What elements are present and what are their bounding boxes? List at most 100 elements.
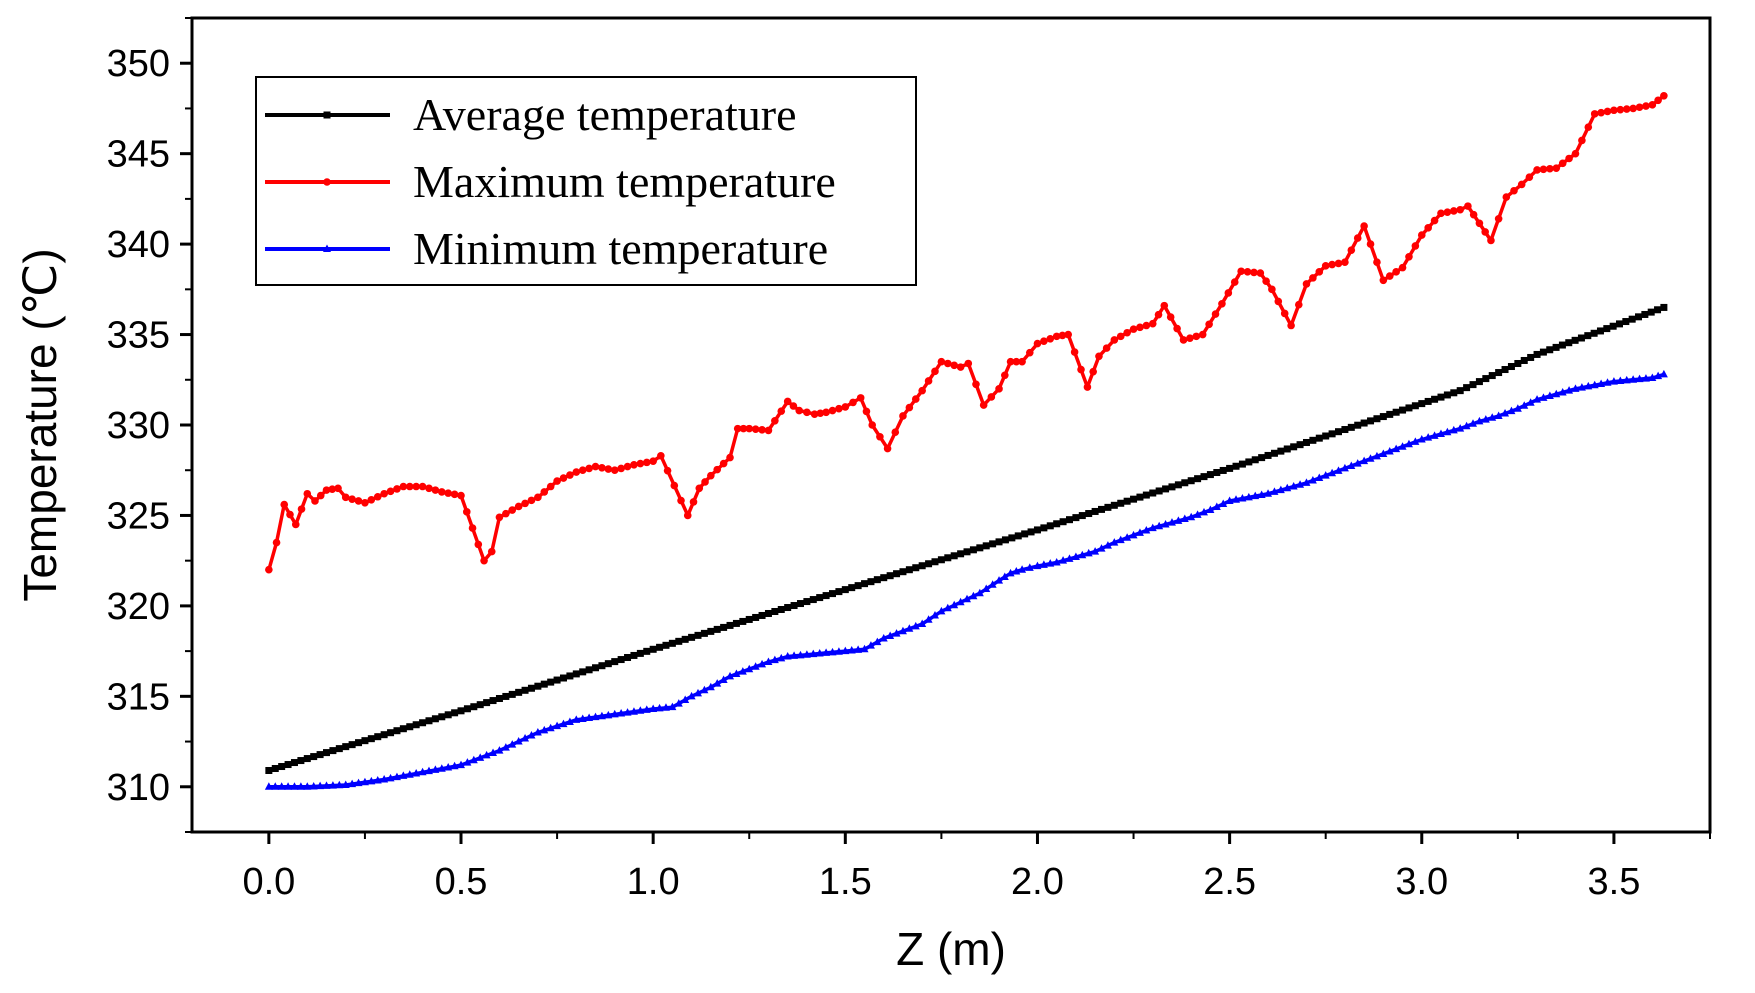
data-point xyxy=(405,482,414,491)
data-point xyxy=(809,596,817,604)
data-point xyxy=(431,765,440,773)
data-point xyxy=(431,486,440,494)
data-point xyxy=(297,505,306,513)
data-point xyxy=(1642,102,1650,110)
data-point xyxy=(963,594,972,603)
data-point xyxy=(431,715,439,723)
data-point xyxy=(483,699,491,707)
series-group xyxy=(264,91,1668,790)
data-point xyxy=(1494,214,1503,223)
data-point xyxy=(444,711,452,719)
data-point xyxy=(816,409,825,418)
data-point xyxy=(1545,391,1554,400)
data-point xyxy=(989,540,997,548)
data-point xyxy=(739,617,747,625)
data-point xyxy=(675,637,683,645)
data-point xyxy=(1488,413,1497,421)
data-point xyxy=(687,691,696,700)
data-point xyxy=(1366,454,1375,462)
data-point xyxy=(1635,374,1644,383)
data-point xyxy=(1149,489,1157,497)
data-point xyxy=(598,464,606,472)
data-point xyxy=(905,624,914,632)
data-point xyxy=(610,709,619,718)
data-point xyxy=(1360,222,1368,230)
data-point xyxy=(1136,493,1144,501)
data-point xyxy=(764,609,772,617)
data-point xyxy=(829,590,837,598)
data-point xyxy=(1213,469,1221,477)
data-point xyxy=(701,478,709,486)
data-point xyxy=(1321,471,1330,479)
data-point xyxy=(335,745,343,753)
data-point xyxy=(1379,413,1387,421)
data-point xyxy=(527,731,536,739)
data-point xyxy=(1526,398,1535,406)
data-point xyxy=(474,540,483,549)
data-point xyxy=(1264,451,1272,459)
data-point xyxy=(592,664,600,672)
data-point xyxy=(931,558,939,566)
data-point xyxy=(1603,325,1611,333)
data-point xyxy=(834,647,843,655)
data-point xyxy=(642,458,651,467)
data-point xyxy=(501,743,510,751)
data-point xyxy=(810,410,819,418)
data-point xyxy=(1059,518,1067,526)
x-axis-title: Z (m) xyxy=(896,923,1006,975)
data-point xyxy=(1294,300,1303,309)
data-point xyxy=(835,588,843,596)
data-point xyxy=(546,723,555,732)
data-point xyxy=(1116,535,1125,544)
data-point xyxy=(367,495,376,504)
data-point xyxy=(783,397,792,406)
data-point xyxy=(533,728,542,736)
data-point xyxy=(1091,547,1100,555)
data-point xyxy=(1392,444,1401,453)
y-tick-label: 340 xyxy=(107,224,170,266)
data-point xyxy=(1507,363,1515,371)
data-point xyxy=(943,603,952,612)
data-point xyxy=(752,613,760,621)
data-point xyxy=(1502,193,1511,201)
data-point xyxy=(1194,475,1202,483)
data-point xyxy=(899,568,907,576)
data-point xyxy=(1481,228,1489,236)
data-point xyxy=(527,684,535,692)
data-point xyxy=(957,550,965,558)
data-point xyxy=(1328,468,1337,477)
data-point xyxy=(284,761,292,769)
data-point xyxy=(1430,216,1439,225)
data-point xyxy=(1596,327,1604,335)
data-point xyxy=(341,493,350,502)
data-point xyxy=(1077,365,1085,374)
data-point xyxy=(1501,366,1509,374)
data-point xyxy=(803,598,811,606)
data-point xyxy=(348,741,356,749)
data-point xyxy=(399,482,408,491)
data-point xyxy=(328,485,337,494)
data-point xyxy=(597,711,606,720)
data-point xyxy=(1280,309,1289,318)
data-point xyxy=(796,650,805,659)
y-tick-label: 345 xyxy=(107,134,170,176)
data-point xyxy=(1089,367,1097,376)
data-point xyxy=(1475,378,1483,386)
data-point xyxy=(1200,507,1208,516)
legend-label: Maximum temperature xyxy=(413,156,836,207)
data-point xyxy=(495,513,504,522)
data-point xyxy=(1347,246,1356,254)
data-point xyxy=(854,582,862,590)
data-point xyxy=(1058,331,1067,340)
data-point xyxy=(1367,417,1375,425)
data-point xyxy=(1006,357,1015,366)
data-point xyxy=(1392,268,1400,276)
data-point xyxy=(553,676,561,684)
data-point xyxy=(1052,557,1061,566)
data-point xyxy=(964,359,973,368)
data-point xyxy=(329,747,337,755)
data-point xyxy=(854,645,863,653)
data-point xyxy=(688,633,696,641)
data-point xyxy=(847,646,856,654)
